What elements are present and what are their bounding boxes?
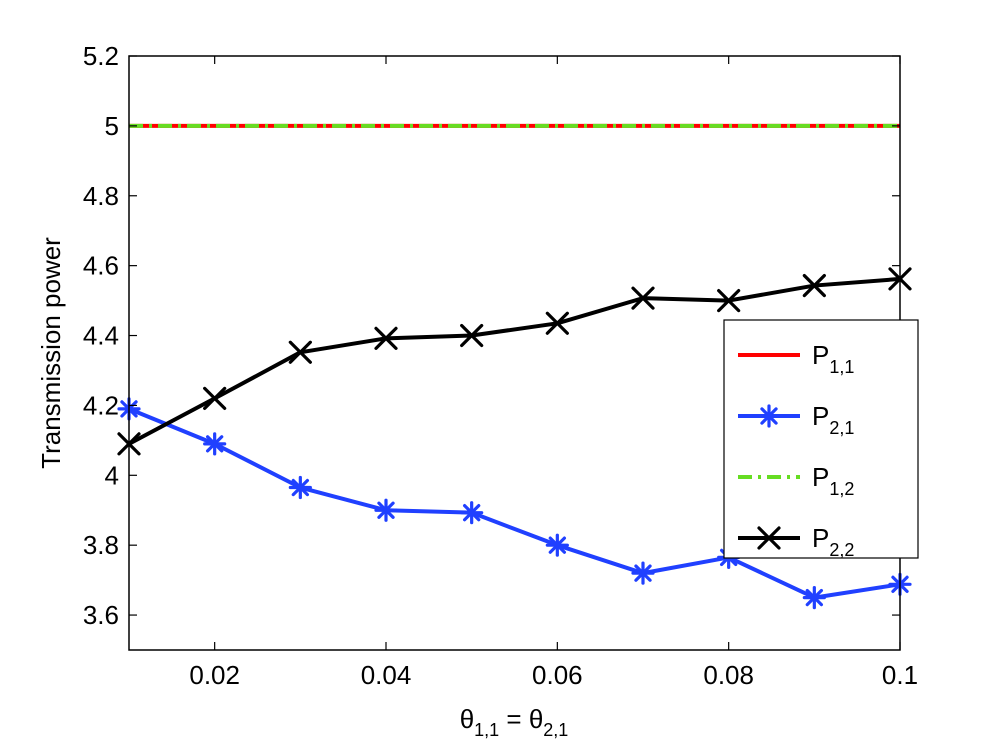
data-point (631, 561, 655, 585)
legend-entry: P2,1 (738, 401, 854, 438)
x-axis-label-mid: = θ (499, 704, 543, 734)
x-axis-label: θ1,1 = θ2,1 (460, 704, 569, 740)
data-point (802, 273, 826, 298)
y-tick-label: 3.6 (83, 600, 119, 630)
legend-entry: P1,2 (738, 462, 854, 499)
x-tick-label: 0.1 (882, 660, 918, 690)
legend-box (723, 319, 919, 559)
y-tick-label: 4.6 (83, 251, 119, 281)
x-axis-label-sub1: 1,1 (474, 720, 499, 740)
y-tick-label: 3.8 (83, 530, 119, 560)
series-line (128, 407, 901, 600)
x-axis-label-sub2: 2,1 (543, 720, 568, 740)
data-point (460, 323, 484, 348)
y-tick-label: 5.2 (83, 41, 119, 71)
x-tick-label: 0.02 (189, 660, 240, 690)
data-point (203, 432, 227, 456)
legend: P1,1 P2,1 P1,2 P2,2 (723, 319, 919, 560)
data-point (460, 501, 484, 525)
legend-label: P1,1 (812, 340, 854, 377)
data-point (545, 533, 569, 557)
y-axis-label: Transmission power (36, 237, 66, 469)
data-point (631, 286, 655, 310)
y-tick-label: 4.8 (83, 181, 119, 211)
data-point (802, 585, 826, 610)
tick-layer: 0.02 0.04 0.06 0.08 0.1 3.6 3.8 4 4.2 4.4 4.6 4.8 5 5… (83, 41, 918, 690)
legend-entry: P1,1 (738, 340, 854, 377)
data-point (288, 340, 312, 364)
series-2-2 (117, 267, 912, 456)
data-point (545, 311, 569, 335)
x-tick-label: 0.04 (361, 660, 412, 690)
y-tick-label: 4.4 (83, 321, 119, 351)
x-tick-label: 0.06 (532, 660, 583, 690)
series-layer (117, 123, 912, 610)
series-line (128, 276, 901, 446)
legend-marker (757, 404, 781, 428)
x-tick-label: 0.08 (703, 660, 754, 690)
data-point (288, 475, 312, 500)
legend-marker (757, 526, 781, 550)
data-point (374, 326, 398, 350)
legend-label: P2,1 (812, 401, 854, 438)
series-2-1 (117, 397, 912, 610)
data-point (203, 386, 227, 411)
legend-label: P1,2 (812, 462, 854, 499)
data-point (374, 498, 398, 522)
y-tick-label: 4 (105, 460, 119, 490)
legend-label: P2,2 (812, 523, 854, 560)
y-tick-label: 5 (105, 111, 119, 141)
y-tick-label: 4.2 (83, 390, 119, 420)
legend-entry: P2,2 (738, 523, 854, 560)
data-point (717, 288, 741, 313)
x-axis-label-base: θ (460, 704, 474, 734)
